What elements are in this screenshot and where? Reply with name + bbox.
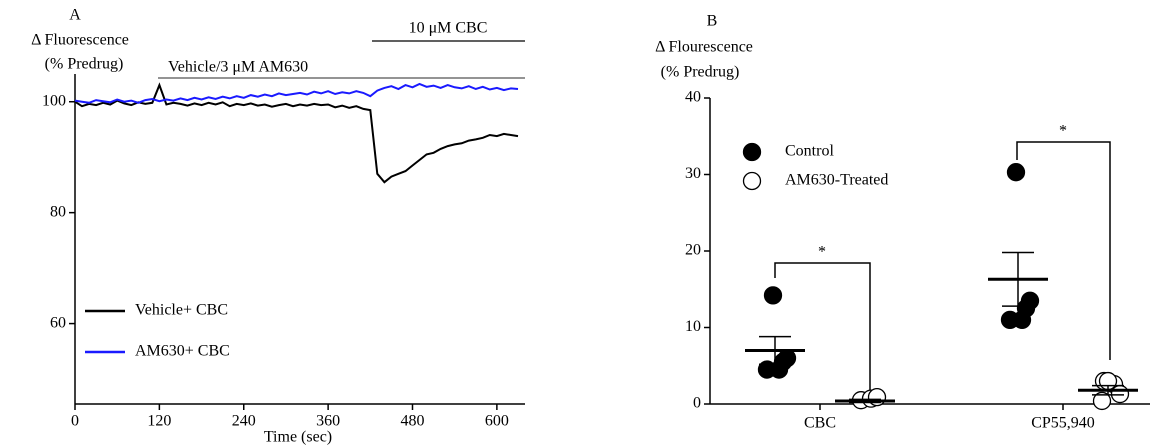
x-tick-label: CP55,940 — [1031, 415, 1095, 432]
x-tick-label: 120 — [147, 413, 171, 430]
data-point — [769, 360, 789, 379]
y-tick-label: 80 — [50, 203, 66, 220]
y-tick-label: 60 — [50, 314, 66, 331]
y-tick-label: 100 — [42, 92, 66, 109]
annotation: 10 μM CBC — [409, 20, 488, 37]
significance-mark: * — [818, 244, 826, 261]
significance-mark: * — [1059, 123, 1067, 140]
y-tick-label: 10 — [685, 318, 701, 335]
significance-bracket — [774, 262, 871, 404]
significance-bracket — [1016, 141, 1111, 360]
trace — [74, 82, 519, 184]
data-point — [1012, 310, 1032, 330]
data-point — [1092, 391, 1112, 411]
y-axis-label: Δ Flourescence — [655, 39, 753, 56]
legend-label: Control — [785, 143, 834, 160]
x-tick-label: 0 — [71, 413, 79, 430]
trace — [74, 82, 519, 104]
legend-swatch — [742, 142, 762, 162]
x-tick-label: 480 — [401, 413, 425, 430]
panel-label: B — [707, 13, 718, 30]
y-axis-label: (% Predrug) — [45, 56, 124, 73]
x-tick-label: CBC — [804, 415, 836, 432]
error-bar — [1002, 251, 1034, 307]
x-axis-label: Time (sec) — [264, 429, 332, 446]
y-tick-label: 30 — [685, 165, 701, 182]
annotation: Vehicle/3 μM AM630 — [168, 59, 308, 76]
y-tick-label: 0 — [693, 395, 701, 412]
error-bar — [1092, 384, 1124, 396]
x-tick-label: 240 — [232, 413, 256, 430]
legend-swatch — [742, 171, 762, 191]
data-point — [1110, 384, 1130, 404]
y-axis-label: (% Predrug) — [661, 64, 740, 81]
legend-label: AM630+ CBC — [135, 343, 230, 360]
data-point — [763, 286, 783, 305]
y-tick-label: 20 — [685, 242, 701, 259]
y-axis-label: Δ Fluorescence — [31, 32, 129, 49]
error-bar — [759, 335, 791, 365]
legend-label: Vehicle+ CBC — [135, 302, 228, 319]
panel-label: A — [69, 7, 81, 24]
data-point — [1006, 163, 1026, 182]
error-bar — [849, 398, 881, 404]
x-tick-label: 600 — [485, 413, 509, 430]
legend-label: AM630-Treated — [785, 172, 888, 189]
x-tick-label: 360 — [316, 413, 340, 430]
y-tick-label: 40 — [685, 89, 701, 106]
